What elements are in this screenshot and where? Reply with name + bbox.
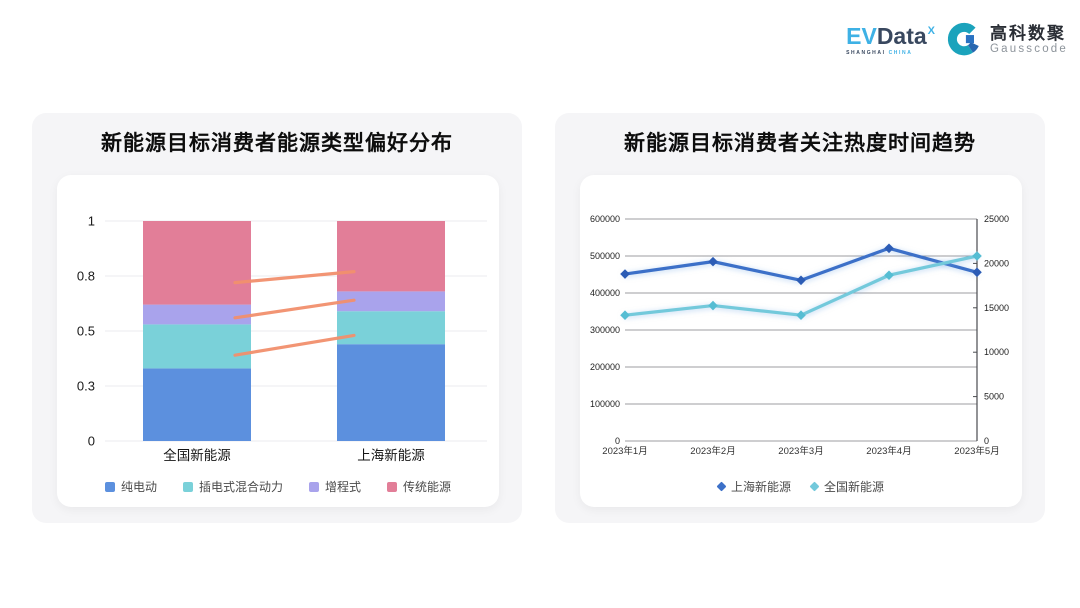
right-axis-tick-label: 0 [984,436,989,446]
y-axis-tick-label: 1 [88,214,95,229]
x-axis-tick-label: 2023年5月 [954,445,999,457]
y-axis-tick-label: 0 [88,434,95,449]
legend-label: 传统能源 [403,480,452,494]
y-axis-tick-label: 0.5 [77,324,95,339]
legend-swatch-icon [309,481,319,492]
legend-diamond-icon [809,481,820,492]
bar-segment [337,344,445,441]
data-point-marker [884,270,894,281]
evdata-subtitle: SHANGHAI CHINA [846,49,935,56]
right-axis-tick-label: 5000 [984,392,1004,402]
stacked-bar-chart: 0 0.3 0.5 0.8 1 全国新能源 上海新能源 [77,214,487,463]
right-axis-tick-label: 10000 [984,347,1009,357]
left-axis-tick-label: 300000 [590,325,620,335]
legend-label: 全国新能源 [824,480,885,494]
legend-swatch-icon [104,481,115,492]
evdata-subtitle-shanghai: SHANGHAI [846,49,886,56]
bar-legend-item[interactable]: 纯电动 [104,478,157,495]
line-chart: 6000005000004000003000002000001000000250… [590,214,1009,457]
evdata-ev-text: EV [846,22,877,49]
gausscode-name-en: Gausscode [990,43,1068,56]
data-point-marker [972,267,982,278]
bar-legend-item[interactable]: 传统能源 [387,478,451,495]
bar-segment [337,221,445,292]
bar-segment [337,291,445,312]
left-axis-tick-label: 100000 [590,399,620,409]
bar-chart-legend: 纯电动 插电式混合动力 增程式 传统能源 [57,478,499,495]
legend-swatch-icon [182,481,193,492]
bar-chart-panel: 0 0.3 0.5 0.8 1 全国新能源 上海新能源 纯电动 插电式混合动力 增程式 传统能源 [57,175,499,507]
right-axis-tick-label: 20000 [984,258,1009,268]
x-axis-tick-label: 2023年1月 [602,445,647,457]
connector-line [233,298,356,320]
bar-segment [143,324,251,369]
evdata-x-superscript: X [927,24,936,37]
gausscode-name-cn: 高科数聚 [990,23,1067,43]
data-point-marker [708,256,718,267]
category-label: 上海新能源 [357,448,425,463]
y-axis-tick-label: 0.3 [77,379,95,394]
line-legend-item[interactable]: 全国新能源 [809,478,885,495]
left-axis-tick-label: 500000 [590,251,620,261]
legend-label: 插电式混合动力 [198,480,283,494]
evdata-data-text: Data [876,22,927,49]
bar-legend-item[interactable]: 增程式 [309,478,361,495]
data-point-marker [796,310,806,320]
legend-label: 纯电动 [120,480,157,494]
bar-chart-title: 新能源目标消费者能源类型偏好分布 [101,132,453,155]
evdata-subtitle-china: CHINA [888,49,913,56]
legend-label: 增程式 [325,480,362,494]
left-axis-tick-label: 600000 [590,214,620,224]
data-point-marker [884,243,894,254]
x-axis-tick-label: 2023年4月 [866,445,911,457]
bar-legend-item[interactable]: 插电式混合动力 [182,478,283,495]
data-point-marker [620,269,630,279]
left-axis-tick-label: 400000 [590,288,620,298]
legend-label: 上海新能源 [730,480,791,494]
bar-segment [337,311,445,345]
category-label: 全国新能源 [163,447,231,463]
evdata-logo: EVDataX SHANGHAI CHINA [846,22,936,56]
bar-segment [143,221,251,305]
gausscode-text: 高科数聚 Gausscode [990,24,1068,57]
data-point-marker [796,275,806,286]
line-chart-card: 新能源目标消费者关注热度时间趋势 600000 500000 400000 30000… [555,113,1045,523]
left-axis-tick-label: 0 [615,436,620,446]
connector-line [233,269,356,285]
evdata-wordmark: EVDataX [846,22,936,49]
line-legend-item[interactable]: 上海新能源 [716,478,791,495]
line-chart-panel: 600000 500000 400000 300000 200000 100000 0 250… [580,175,1022,507]
gausscode-g-icon [947,22,979,56]
gausscode-logo: 高科数聚 Gausscode [947,22,1068,58]
header-logos: EVDataX SHANGHAI CHINA 高科数聚 Gausscode [846,22,1068,58]
x-axis-tick-label: 2023年3月 [778,445,823,457]
line-chart-title: 新能源目标消费者关注热度时间趋势 [624,132,976,155]
legend-swatch-icon [387,481,398,492]
right-axis-tick-label: 25000 [984,214,1009,224]
bar-chart-card: 新能源目标消费者能源类型偏好分布 0 0.3 0.5 0.8 1 全国新能源 上海新能源 纯… [32,113,522,523]
data-point-marker [972,251,982,261]
legend-diamond-icon [716,481,727,492]
line-chart-legend: 上海新能源 全国新能源 [580,478,1022,495]
data-point-marker [708,300,718,311]
left-axis-tick-label: 200000 [590,362,620,372]
bar-segment [143,304,251,325]
data-point-marker [620,310,630,320]
right-axis-tick-label: 15000 [984,303,1009,313]
data-line [623,254,979,317]
bar-segment [143,368,251,441]
y-axis-tick-label: 0.8 [77,269,95,284]
connector-line [233,333,356,357]
x-axis-tick-label: 2023年2月 [690,445,735,457]
